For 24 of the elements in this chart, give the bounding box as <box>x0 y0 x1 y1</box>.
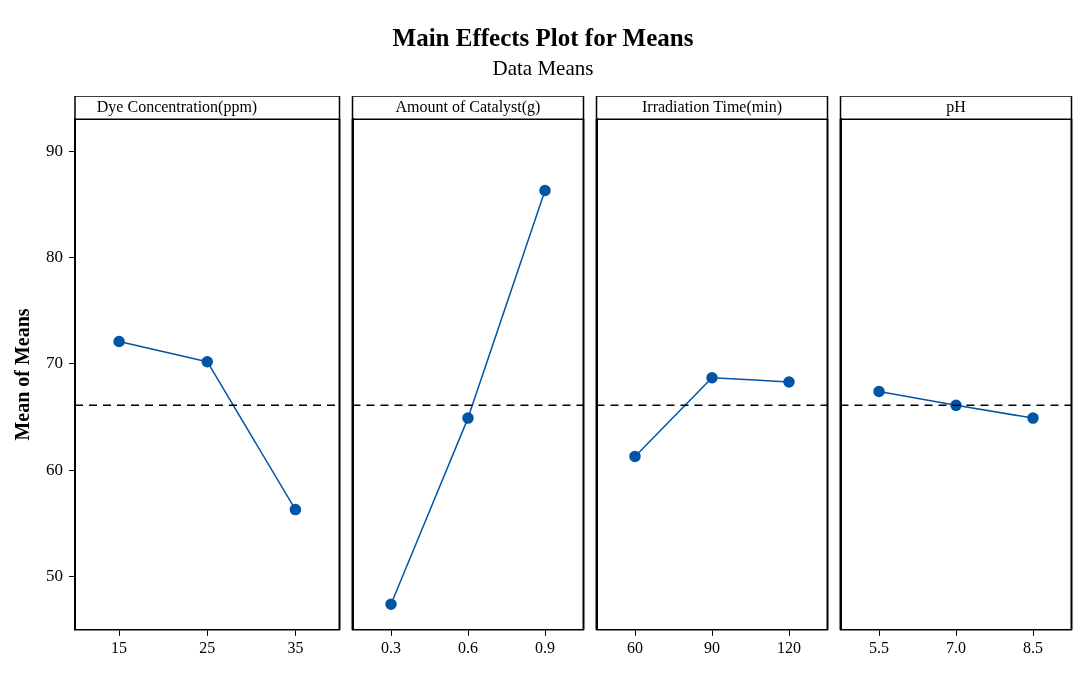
y-tick-label: 90 <box>46 140 63 160</box>
text: Main Effects Plot for Means <box>391 23 695 52</box>
x-tick-label: 0.9 <box>535 638 555 656</box>
y-tick-label: 80 <box>46 246 63 266</box>
y-tick-label: 50 <box>46 566 63 586</box>
chart-title: Irradiation Time(min) <box>642 97 782 116</box>
text: Data Means <box>491 56 595 81</box>
x-tick-label: 120 <box>777 638 801 656</box>
x-tick-label: 15 <box>111 638 128 656</box>
x-tick-label: 60 <box>627 638 643 656</box>
x-tick-label: 35 <box>287 638 304 656</box>
x-tick-label: 0.3 <box>381 638 401 656</box>
x-tick-label: 90 <box>704 638 720 656</box>
chart-title: pH <box>946 97 967 116</box>
y-axis-title: Mean of Means <box>11 308 34 441</box>
x-tick-label: 5.5 <box>869 638 889 656</box>
x-tick-label: 8.5 <box>1023 638 1043 656</box>
x-tick-label: 25 <box>199 638 216 656</box>
chart-title: Dye Concentration(ppm) <box>96 97 258 116</box>
x-tick-label: 0.6 <box>458 638 478 656</box>
chart-title: Amount of Catalyst(g) <box>395 97 541 116</box>
y-tick-label: 60 <box>46 459 63 479</box>
y-tick-label: 70 <box>46 353 63 373</box>
x-tick-label: 7.0 <box>946 638 966 656</box>
